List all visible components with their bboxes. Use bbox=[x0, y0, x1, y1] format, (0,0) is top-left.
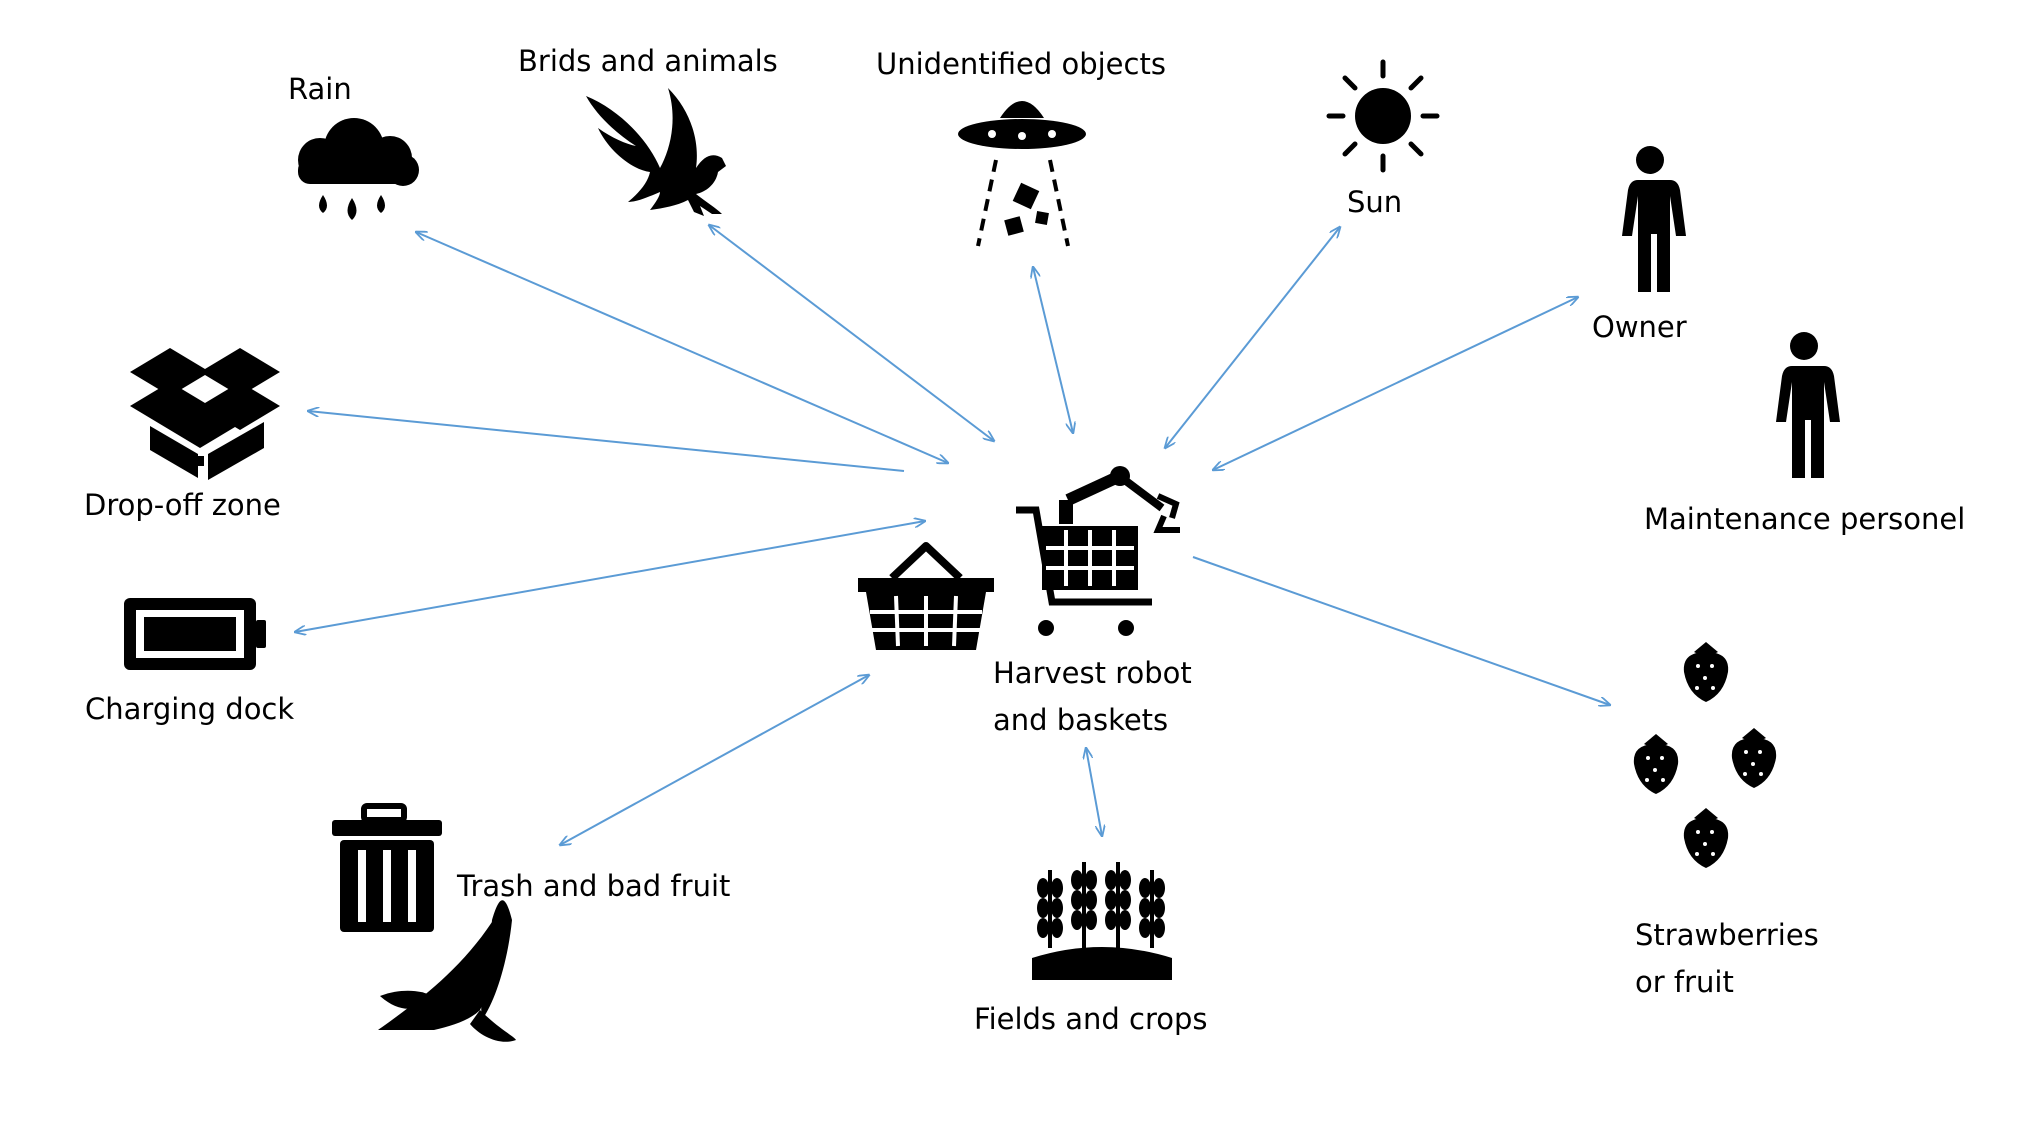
label-birds: Brids and animals bbox=[518, 44, 778, 78]
trash-can-icon bbox=[332, 803, 442, 932]
arrow-owner bbox=[1213, 297, 1578, 470]
label-ufo: Unidentified objects bbox=[876, 47, 1166, 81]
basket-icon bbox=[858, 542, 994, 650]
label-charging: Charging dock bbox=[85, 692, 295, 726]
arrow-sun bbox=[1165, 227, 1340, 448]
arrow-birds bbox=[709, 225, 994, 441]
label-sun: Sun bbox=[1347, 185, 1403, 219]
strawberry-icon bbox=[1683, 642, 1729, 702]
label-rain: Rain bbox=[288, 72, 352, 106]
label-owner: Owner bbox=[1592, 310, 1687, 344]
label-robot: Harvest robot and baskets bbox=[993, 656, 1192, 737]
label-maintenance: Maintenance personel bbox=[1644, 502, 1966, 536]
strawberry-icon bbox=[1633, 734, 1679, 794]
box-icon bbox=[130, 348, 280, 480]
label-dropoff: Drop-off zone bbox=[84, 488, 281, 522]
strawberry-icon bbox=[1683, 808, 1729, 868]
arrow-charging bbox=[295, 521, 925, 632]
arrow-dropoff bbox=[308, 411, 905, 472]
arrow-strawberries bbox=[1192, 556, 1610, 705]
person-icon bbox=[1622, 146, 1686, 292]
arrow-rain bbox=[416, 232, 948, 463]
arrow-ufo bbox=[1033, 267, 1073, 433]
robot-cart-icon bbox=[1016, 466, 1180, 636]
strawberry-icon bbox=[1731, 728, 1777, 788]
label-trash: Trash and bad fruit bbox=[457, 869, 731, 903]
connector-arrows bbox=[295, 225, 1610, 845]
battery-icon bbox=[124, 598, 266, 670]
arrow-trash bbox=[560, 675, 869, 845]
rain-cloud-icon bbox=[298, 118, 419, 220]
eagle-icon bbox=[586, 88, 726, 216]
arrow-fields bbox=[1086, 748, 1102, 836]
banana-peel-icon bbox=[378, 900, 516, 1042]
wheat-field-icon bbox=[1032, 862, 1172, 980]
person-icon bbox=[1776, 332, 1840, 478]
label-fields: Fields and crops bbox=[974, 1002, 1208, 1036]
ufo-icon bbox=[958, 101, 1086, 247]
sun-icon bbox=[1326, 59, 1440, 173]
label-strawberries: Strawberries or fruit bbox=[1635, 918, 1819, 999]
